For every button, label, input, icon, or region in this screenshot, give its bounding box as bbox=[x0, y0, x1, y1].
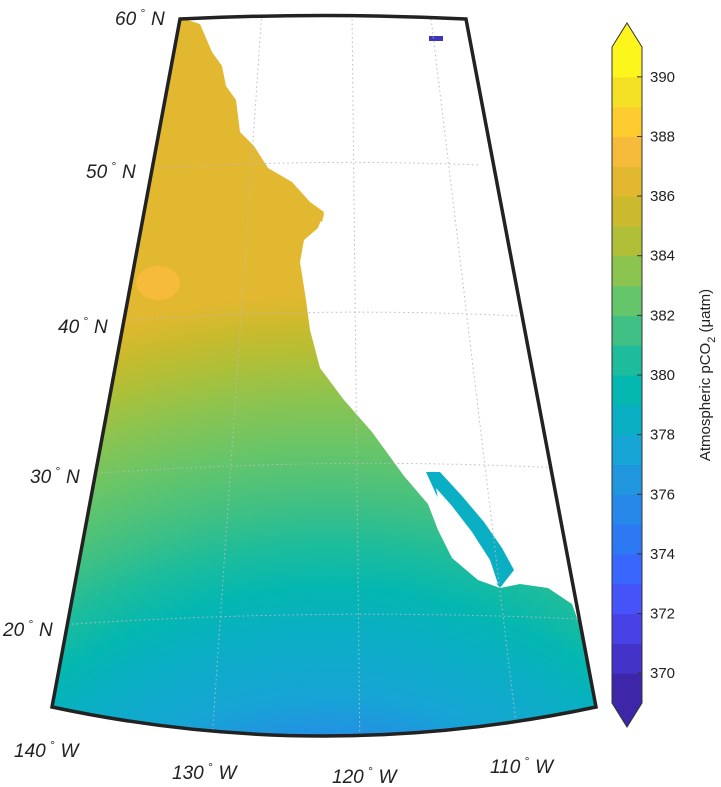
colorbar-tick-label: 388 bbox=[650, 128, 675, 145]
colorbar-swatch bbox=[612, 196, 642, 227]
graticule-line bbox=[52, 613, 596, 627]
colorbar-swatch bbox=[612, 47, 642, 78]
lon-labels: 140 ° W 130 ° W 120 ° W 110 ° W bbox=[14, 738, 555, 787]
colorbar-swatch bbox=[612, 464, 642, 495]
colorbar-swatch bbox=[612, 583, 642, 615]
graticule bbox=[52, 15, 596, 736]
colorbar-extend-max bbox=[612, 23, 642, 47]
colorbar-swatch bbox=[612, 315, 642, 346]
colorbar-swatch bbox=[612, 643, 642, 674]
colorbar-tick-label: 370 bbox=[650, 665, 675, 682]
colorbar-swatch bbox=[612, 106, 642, 138]
colorbar-swatch bbox=[612, 225, 642, 257]
lat-label-40: 40 ° N bbox=[58, 314, 108, 338]
colorbar-swatch bbox=[612, 76, 642, 108]
colorbar-swatch bbox=[612, 285, 642, 316]
colorbar-tick-label: 380 bbox=[650, 367, 675, 384]
colorbar-swatch bbox=[612, 613, 642, 644]
colorbar-ticks: 370 372 374 376 378 380 382 384 386 388 390 bbox=[637, 69, 675, 682]
lat-label-20: 20 ° N bbox=[2, 617, 53, 641]
colorbar-tick-label: 384 bbox=[650, 248, 675, 265]
graticule-line bbox=[211, 15, 263, 736]
colorbar-swatch bbox=[612, 136, 642, 167]
colorbar-title: Atmospheric pCO2 (μatm) bbox=[697, 289, 718, 461]
lat-label-60: 60 ° N bbox=[115, 6, 165, 30]
colorbar-tick-label: 374 bbox=[650, 546, 675, 563]
lat-labels: 60 ° N 50 ° N 40 ° N 30 ° N 20 ° N bbox=[2, 6, 165, 641]
graticule-line bbox=[73, 462, 561, 476]
colorbar-swatch bbox=[612, 404, 642, 436]
colorbar-tick-label: 382 bbox=[650, 307, 675, 324]
colorbar-swatch bbox=[612, 166, 642, 197]
colorbar-tick-label: 386 bbox=[650, 188, 675, 205]
ocean-warm-patch bbox=[136, 266, 180, 300]
colorbar-swatch bbox=[612, 494, 642, 525]
lat-label-30: 30 ° N bbox=[30, 464, 80, 488]
graticule-line bbox=[129, 161, 481, 171]
colorbar-swatch bbox=[612, 375, 642, 406]
colorbar-swatch bbox=[612, 255, 642, 287]
colorbar-tick-label: 390 bbox=[650, 69, 675, 86]
map-frame bbox=[49, 13, 599, 738]
lon-label-120: 120 ° W bbox=[332, 764, 399, 787]
lon-label-140: 140 ° W bbox=[14, 738, 81, 762]
graticule-line bbox=[429, 15, 519, 736]
colorbar-swatch bbox=[612, 434, 642, 466]
colorbar-tick-label: 372 bbox=[650, 606, 675, 623]
colorbar-swatch bbox=[612, 345, 642, 376]
lat-label-50: 50 ° N bbox=[86, 159, 136, 183]
lon-label-130: 130 ° W bbox=[172, 760, 239, 784]
colorbar-swatch bbox=[612, 553, 642, 585]
colorbar: 370 372 374 376 378 380 382 384 386 388 390 Atmosp… bbox=[611, 22, 718, 728]
colorbar-tick-label: 376 bbox=[650, 486, 675, 503]
colorbar-swatch bbox=[612, 524, 642, 555]
colorbar-extend-min bbox=[612, 703, 642, 727]
colorbar-swatch bbox=[612, 673, 642, 704]
puget-sound-water bbox=[270, 178, 324, 222]
colorbar-tick-label: 378 bbox=[650, 427, 675, 444]
baja-peninsula bbox=[436, 488, 498, 584]
inland-lake bbox=[429, 36, 443, 41]
colorbar-swatches bbox=[611, 22, 643, 728]
colorbar-outline bbox=[611, 22, 643, 728]
lon-label-110: 110 ° W bbox=[490, 754, 555, 778]
